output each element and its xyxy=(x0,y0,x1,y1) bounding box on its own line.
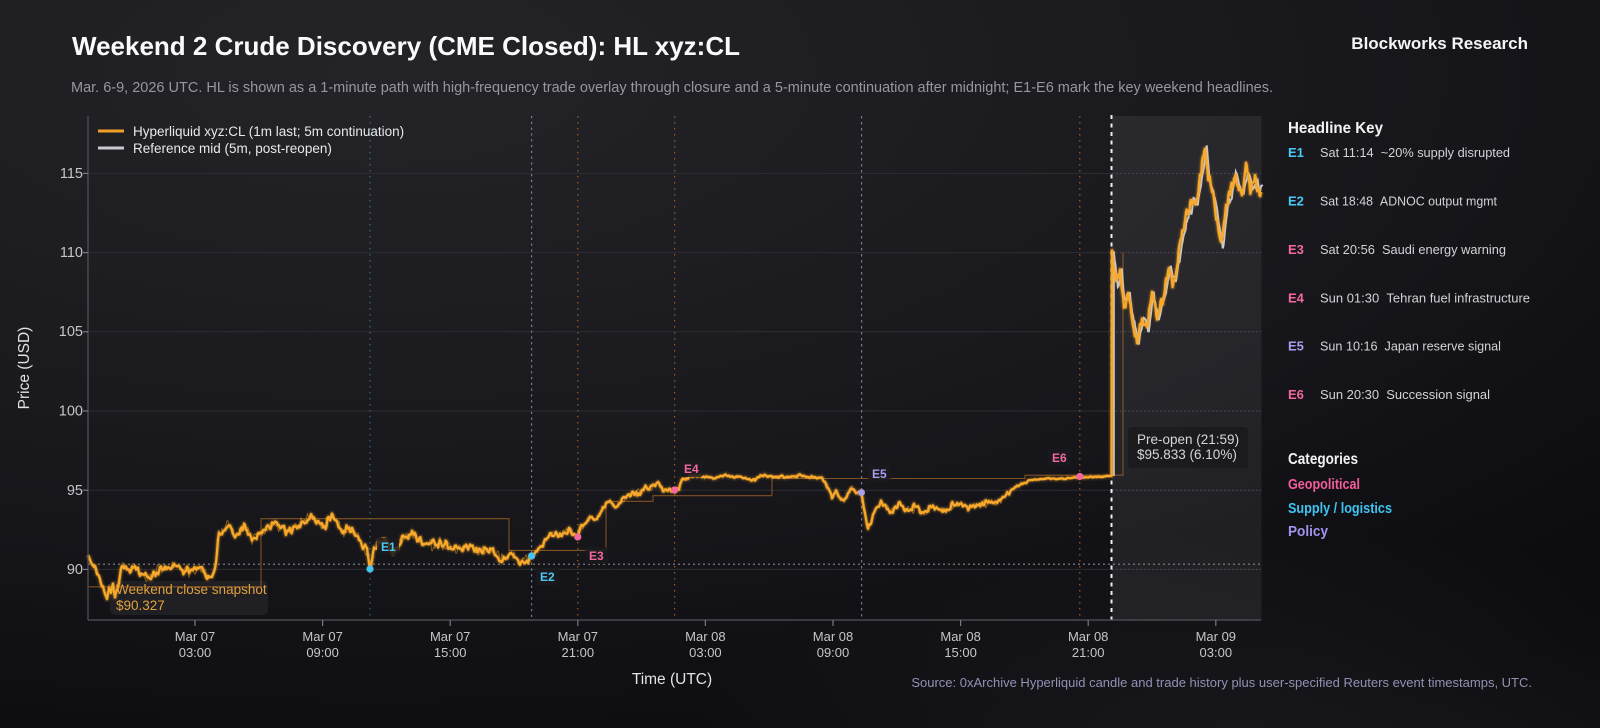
svg-text:E6: E6 xyxy=(1288,387,1304,402)
svg-text:E3: E3 xyxy=(1288,242,1304,257)
svg-text:Sat 20:56 Saudi energy warnin: Sat 20:56 Saudi energy warning xyxy=(1320,242,1506,257)
svg-text:Policy: Policy xyxy=(1288,524,1328,540)
svg-text:Mar 07: Mar 07 xyxy=(175,629,215,644)
svg-text:Categories: Categories xyxy=(1288,451,1358,468)
svg-text:E2: E2 xyxy=(1288,194,1304,209)
svg-text:15:00: 15:00 xyxy=(434,645,467,660)
svg-text:Pre-open (21:59): Pre-open (21:59) xyxy=(1137,432,1239,447)
svg-text:E2: E2 xyxy=(540,570,555,584)
svg-text:Sat 11:14 ~20% supply disrupt: Sat 11:14 ~20% supply disrupted xyxy=(1320,145,1510,160)
svg-text:03:00: 03:00 xyxy=(179,645,212,660)
svg-text:03:00: 03:00 xyxy=(689,645,722,660)
svg-text:Mar 08: Mar 08 xyxy=(813,629,853,644)
svg-text:90: 90 xyxy=(67,562,83,578)
svg-text:105: 105 xyxy=(59,324,83,340)
svg-text:Geopolitical: Geopolitical xyxy=(1288,477,1360,493)
svg-text:100: 100 xyxy=(59,404,83,420)
svg-text:Hyperliquid xyz:CL (1m last; 5: Hyperliquid xyz:CL (1m last; 5m continua… xyxy=(133,124,404,139)
svg-text:Sun 10:16 Japan reserve signa: Sun 10:16 Japan reserve signal xyxy=(1320,339,1501,354)
svg-text:21:00: 21:00 xyxy=(1072,645,1105,660)
svg-text:Mar 07: Mar 07 xyxy=(302,629,342,644)
svg-text:21:00: 21:00 xyxy=(562,645,595,660)
svg-text:Sat 18:48 ADNOC output mgmt: Sat 18:48 ADNOC output mgmt xyxy=(1320,194,1497,209)
svg-text:E5: E5 xyxy=(872,467,887,481)
svg-text:E4: E4 xyxy=(684,462,699,476)
svg-text:Mar 07: Mar 07 xyxy=(558,629,598,644)
svg-text:E1: E1 xyxy=(1288,145,1304,160)
svg-text:03:00: 03:00 xyxy=(1200,645,1233,660)
svg-text:Sun 20:30 Succession signal: Sun 20:30 Succession signal xyxy=(1320,387,1490,402)
svg-text:115: 115 xyxy=(60,166,83,182)
svg-text:$95.833 (6.10%): $95.833 (6.10%) xyxy=(1137,447,1237,462)
svg-text:110: 110 xyxy=(60,245,83,261)
svg-text:$90.327: $90.327 xyxy=(116,598,165,613)
svg-text:E1: E1 xyxy=(381,540,396,554)
svg-text:Mar 08: Mar 08 xyxy=(1068,629,1108,644)
svg-text:E4: E4 xyxy=(1288,291,1305,306)
svg-text:Weekend close snapshot: Weekend close snapshot xyxy=(116,582,267,597)
svg-text:Sun 01:30 Tehran fuel infrast: Sun 01:30 Tehran fuel infrastructure xyxy=(1320,291,1530,306)
svg-text:E6: E6 xyxy=(1052,451,1067,465)
svg-text:95: 95 xyxy=(67,483,83,499)
svg-text:Mar 07: Mar 07 xyxy=(430,629,470,644)
svg-text:Price (USD): Price (USD) xyxy=(16,327,33,410)
svg-text:09:00: 09:00 xyxy=(817,645,850,660)
svg-text:E5: E5 xyxy=(1288,339,1304,354)
svg-text:Supply / logistics: Supply / logistics xyxy=(1288,501,1392,517)
svg-text:Headline Key: Headline Key xyxy=(1288,120,1383,137)
svg-text:Time (UTC): Time (UTC) xyxy=(632,671,712,688)
svg-text:15:00: 15:00 xyxy=(944,645,977,660)
svg-text:E3: E3 xyxy=(589,549,604,563)
svg-text:Mar 08: Mar 08 xyxy=(685,629,725,644)
svg-text:Mar 09: Mar 09 xyxy=(1196,629,1236,644)
svg-text:09:00: 09:00 xyxy=(306,645,339,660)
svg-text:Mar 08: Mar 08 xyxy=(940,629,980,644)
svg-text:Reference mid (5m, post-reopen: Reference mid (5m, post-reopen) xyxy=(133,141,332,156)
